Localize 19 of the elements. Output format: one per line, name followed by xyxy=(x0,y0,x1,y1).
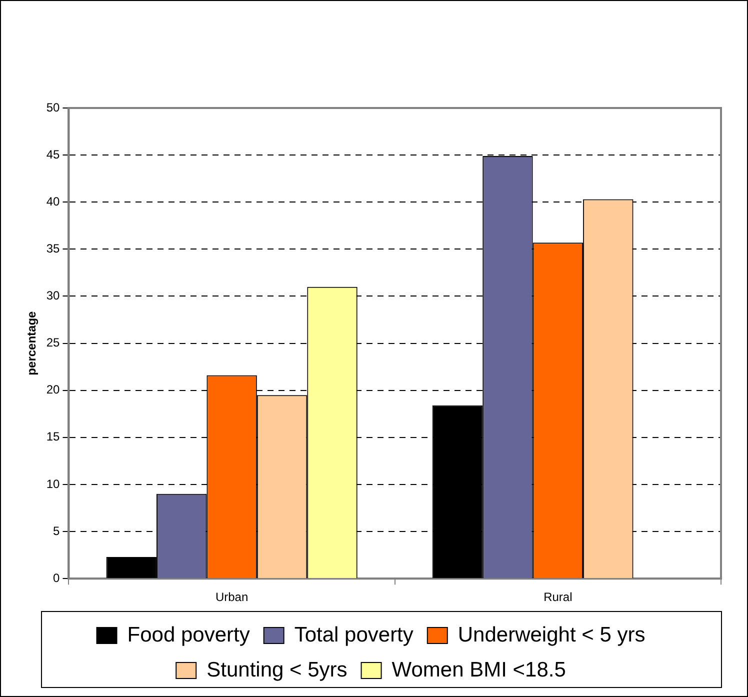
legend-label: Underweight < 5 yrs xyxy=(458,623,646,646)
x-tick-label: Urban xyxy=(215,590,248,604)
legend-label: Stunting < 5yrs xyxy=(206,658,348,682)
y-tick-label: 25 xyxy=(46,336,60,350)
y-axis-title: percentage xyxy=(24,310,39,376)
y-tick-label: 15 xyxy=(46,430,60,444)
y-tick-label: 50 xyxy=(46,100,60,114)
legend-label: Food poverty xyxy=(127,623,250,646)
x-tick-label: Rural xyxy=(544,590,572,604)
y-tick-label: 35 xyxy=(46,241,60,256)
y-tick-label: 5 xyxy=(53,524,60,538)
y-tick-label: 0 xyxy=(53,570,60,585)
y-tick-label: 30 xyxy=(46,288,60,303)
y-tick-label: 40 xyxy=(46,194,60,208)
y-tick-label: 45 xyxy=(46,147,60,162)
legend-label: Women BMI <18.5 xyxy=(392,658,566,682)
y-tick-label: 20 xyxy=(46,382,60,397)
y-tick-label: 10 xyxy=(46,476,60,491)
legend-label: Total poverty xyxy=(294,623,414,646)
